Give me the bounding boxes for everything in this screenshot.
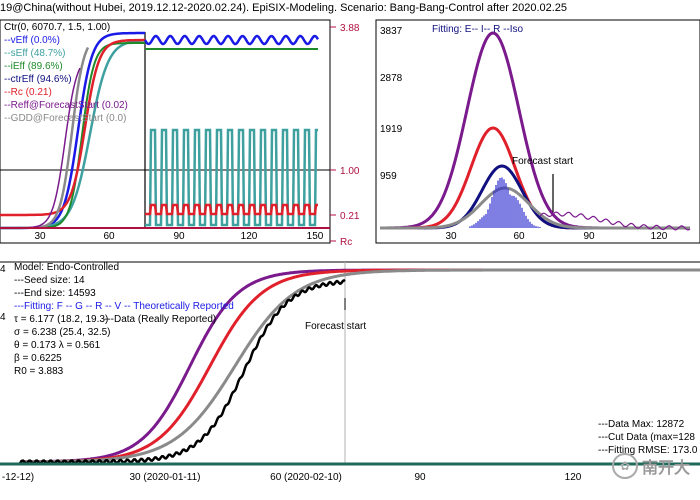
p1-rlabel-2: 0.21 [340, 211, 360, 222]
panel2-frame [375, 19, 700, 244]
p3-info-1: ---Cut Data (max=128 [598, 432, 695, 443]
p3-fitting-legend: ---Fitting: F -- G -- R -- V -- Theoreti… [14, 301, 234, 312]
p1-xtick-0: 30 [34, 231, 46, 242]
watermark: ✿ 南开大 [612, 452, 698, 480]
p3-xtick-0: -12-12) [2, 472, 34, 483]
p2-tail-data [539, 211, 691, 231]
p3-r-curve [19, 268, 700, 464]
p1-rlabel-0: 3.88 [340, 23, 360, 34]
p3-ylabel-0: 4 [0, 264, 6, 275]
wechat-icon: ✿ [612, 453, 638, 479]
p1-legend-4: --ctrEff (94.6%) [4, 74, 72, 85]
p2-forecast-label: Forecast start [512, 156, 573, 167]
p3-seed: ---Seed size: 14 [14, 275, 85, 286]
watermark-text: 南开大 [642, 458, 691, 477]
p3-xtick-1: 30 (2020-01-11) [130, 472, 201, 483]
p3-model: Model: Endo-Controlled [14, 262, 119, 273]
window-title: 19@China(without Hubei, 2019.12.12-2020.… [0, 2, 568, 14]
p3-param-2: θ = 0.173 λ = 0.561 [14, 340, 101, 351]
p1-rlabel-3: Rc [340, 237, 352, 248]
p2-xtick-1: 60 [513, 231, 525, 242]
p3-forecast-label: Forecast start [305, 321, 366, 332]
p2-data-bars [469, 177, 541, 228]
p1-rc-squarewave [145, 203, 318, 216]
p2-ytick-3: 959 [380, 171, 397, 182]
p3-xtick-4: 120 [565, 472, 582, 483]
p3-param-0: τ = 6.177 (18.2, 19.3) [14, 314, 108, 325]
p1-legend-7: --GDD@ForecastStart (0.0) [4, 113, 126, 124]
p3-info-0: ---Data Max: 12872 [598, 419, 685, 430]
p1-legend-3: --iEff (89.6%) [4, 61, 63, 72]
p3-param-1: σ = 6.238 (25.4, 32.5) [14, 327, 111, 338]
p3-xtick-2: 60 (2020-02-10) [270, 472, 342, 483]
p1-legend-0: Ctr(0, 6070.7, 1.5, 1.00) [4, 22, 110, 33]
p3-param-4: R0 = 3.883 [14, 366, 64, 377]
p2-ytick-1: 2878 [380, 73, 403, 84]
p2-e-curve [380, 31, 690, 230]
panel1-frame [0, 19, 331, 244]
p2-xtick-0: 30 [445, 231, 457, 242]
p2-ytick-0: 3837 [380, 26, 403, 37]
p3-end: ---End size: 14593 [14, 288, 96, 299]
p1-rlabel-1: 1.00 [340, 166, 360, 177]
p2-legend: Fitting: E-- I-- R --Iso [432, 24, 524, 35]
panel3-chart [0, 262, 700, 466]
p1-legend-2: --sEff (48.7%) [4, 48, 66, 59]
p1-xtick-4: 150 [307, 231, 324, 242]
p1-rc-curve [0, 38, 145, 217]
panel2-chart [380, 31, 691, 231]
p3-data-legend: ---Data (Really Reported) [104, 314, 216, 325]
p1-xtick-2: 90 [173, 231, 185, 242]
panel1-chart [0, 31, 330, 230]
p3-ylabel-1: 4 [0, 312, 6, 323]
p1-legend-5: --Rc (0.21) [4, 87, 52, 98]
p1-seff-squarewave [145, 128, 318, 227]
p2-ytick-2: 1919 [380, 124, 403, 135]
p1-veff-oscillation [143, 34, 320, 46]
p2-xtick-3: 120 [651, 231, 668, 242]
p1-legend-1: --vEff (0.0%) [4, 35, 60, 46]
p2-xtick-2: 90 [583, 231, 595, 242]
p3-param-3: β = 0.6225 [14, 353, 62, 364]
p1-xtick-1: 60 [103, 231, 115, 242]
p1-legend-6: --Reff@ForecastStart (0.02) [4, 100, 128, 111]
p1-xtick-3: 120 [241, 231, 258, 242]
p3-xtick-3: 90 [414, 472, 426, 483]
p3-info-2: ---Fitting RMSE: 173.0 [598, 445, 698, 456]
